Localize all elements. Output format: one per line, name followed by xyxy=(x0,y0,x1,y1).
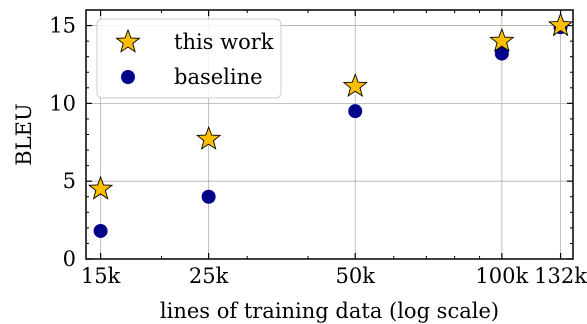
x-tick-label: 25k xyxy=(189,264,229,288)
y-axis-label: BLEU xyxy=(12,103,36,165)
legend-marker xyxy=(121,70,135,84)
x-tick-label: 100k xyxy=(475,264,528,288)
plot-frame xyxy=(85,9,574,260)
x-tick-label: 132k xyxy=(534,264,587,288)
data-point-star xyxy=(195,125,222,150)
x-axis-label: lines of training data (log scale) xyxy=(160,299,499,323)
legend-label: this work xyxy=(174,30,274,54)
y-tick-label: 0 xyxy=(63,247,76,271)
y-tick-label: 5 xyxy=(63,169,76,193)
data-point-circle xyxy=(201,189,216,204)
tick-labels: 15k 25k 50k 100k 132k 0 5 10 15 xyxy=(49,14,587,288)
data-point-star xyxy=(547,12,574,37)
data-point-star xyxy=(342,72,368,98)
data-point-circle xyxy=(494,46,509,61)
data-point-circle xyxy=(93,223,108,238)
legend: this work baseline xyxy=(96,18,282,99)
legend-label: baseline xyxy=(174,65,263,89)
legend-box xyxy=(96,18,282,99)
data-point-star xyxy=(87,175,114,200)
x-tick-label: 50k xyxy=(336,264,376,288)
x-tick-label: 15k xyxy=(81,264,121,288)
data-points xyxy=(87,12,574,238)
data-point-star xyxy=(489,27,515,52)
legend-marker xyxy=(115,28,141,53)
y-tick-label: 10 xyxy=(49,91,76,115)
y-tick-label: 15 xyxy=(49,14,76,38)
data-point-circle xyxy=(348,104,363,119)
